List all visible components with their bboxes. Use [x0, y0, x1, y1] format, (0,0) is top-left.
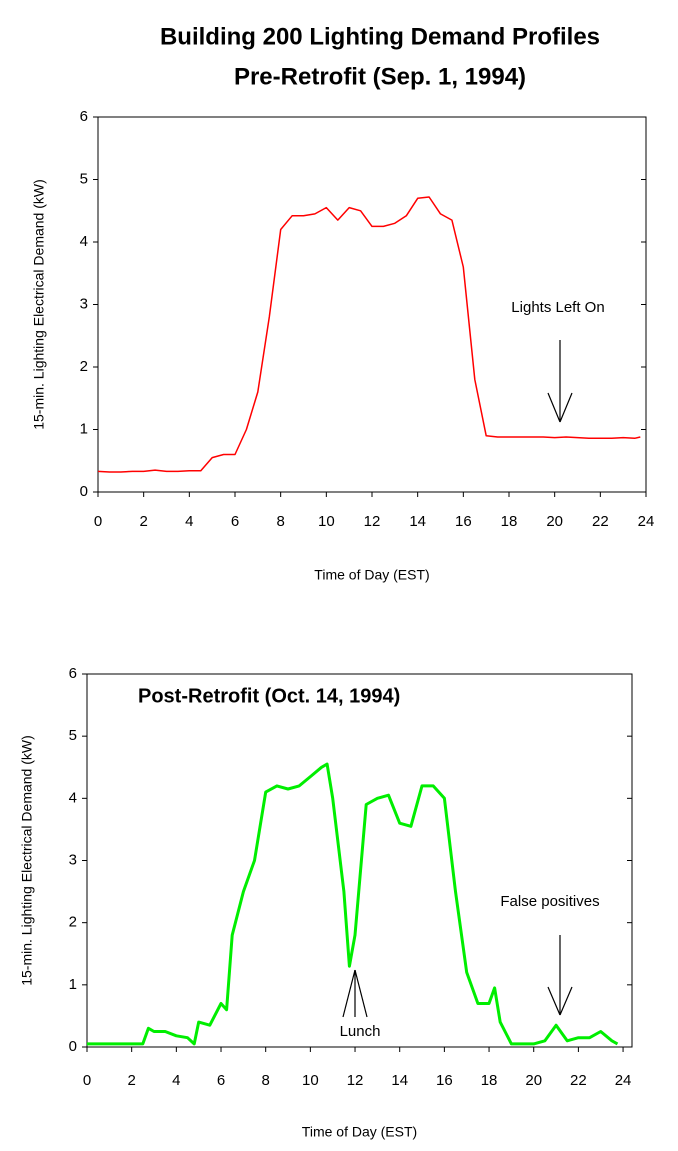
y-tick-label: 1	[69, 976, 77, 993]
x-tick-label: 8	[262, 1072, 270, 1089]
x-tick-label: 14	[409, 513, 426, 530]
chart-title: Pre-Retrofit (Sep. 1, 1994)	[234, 63, 526, 90]
annotation-arrow	[354, 969, 368, 1018]
x-tick-label: 18	[501, 513, 518, 530]
y-tick-label: 2	[80, 358, 88, 375]
x-tick-label: 12	[364, 513, 381, 530]
x-axis-label: Time of Day (EST)	[314, 567, 429, 583]
annotation: False positives	[500, 893, 599, 910]
y-tick-label: 5	[69, 727, 77, 744]
y-tick-label: 4	[80, 233, 88, 250]
x-tick-label: 24	[638, 513, 655, 530]
y-tick-label: 3	[69, 851, 77, 868]
x-tick-label: 22	[570, 1072, 587, 1089]
y-tick-label: 3	[80, 295, 88, 312]
x-tick-label: 20	[525, 1072, 542, 1089]
y-tick-label: 0	[80, 483, 88, 500]
x-tick-label: 12	[347, 1072, 364, 1089]
chart-title: Building 200 Lighting Demand Profiles	[160, 23, 600, 50]
data-line	[97, 196, 641, 473]
annotation-arrow	[547, 392, 561, 423]
x-tick-label: 0	[83, 1072, 91, 1089]
y-tick-label: 4	[69, 789, 77, 806]
x-tick-label: 20	[546, 513, 563, 530]
y-tick-label: 6	[80, 108, 88, 125]
y-axis-label: 15-min. Lighting Electrical Demand (kW)	[19, 735, 35, 986]
annotation-arrow	[547, 986, 561, 1016]
annotation-arrow	[559, 986, 573, 1016]
chart-title: Post-Retrofit (Oct. 14, 1994)	[138, 685, 400, 707]
y-tick-label: 2	[69, 914, 77, 931]
x-tick-label: 2	[139, 513, 147, 530]
y-tick-label: 6	[69, 665, 77, 682]
x-tick-label: 8	[276, 513, 284, 530]
data-line	[87, 762, 619, 1046]
x-tick-label: 16	[436, 1072, 453, 1089]
y-tick-label: 5	[80, 170, 88, 187]
x-tick-label: 6	[231, 513, 239, 530]
annotation-arrow	[342, 969, 356, 1018]
x-axis-label: Time of Day (EST)	[302, 1124, 417, 1140]
annotation: Lights Left On	[511, 299, 604, 316]
x-tick-label: 0	[94, 513, 102, 530]
y-tick-label: 1	[80, 420, 88, 437]
x-tick-label: 6	[217, 1072, 225, 1089]
x-tick-label: 4	[185, 513, 193, 530]
x-tick-label: 22	[592, 513, 609, 530]
x-tick-label: 14	[391, 1072, 408, 1089]
y-axis-label: 15-min. Lighting Electrical Demand (kW)	[31, 179, 47, 430]
y-tick-label: 0	[69, 1038, 77, 1055]
x-tick-label: 4	[172, 1072, 180, 1089]
x-tick-label: 2	[128, 1072, 136, 1089]
x-tick-label: 24	[615, 1072, 632, 1089]
x-tick-label: 10	[302, 1072, 319, 1089]
x-tick-label: 18	[481, 1072, 498, 1089]
annotation: Lunch	[340, 1023, 381, 1040]
annotation-arrow	[559, 392, 573, 423]
x-tick-label: 10	[318, 513, 335, 530]
x-tick-label: 16	[455, 513, 472, 530]
